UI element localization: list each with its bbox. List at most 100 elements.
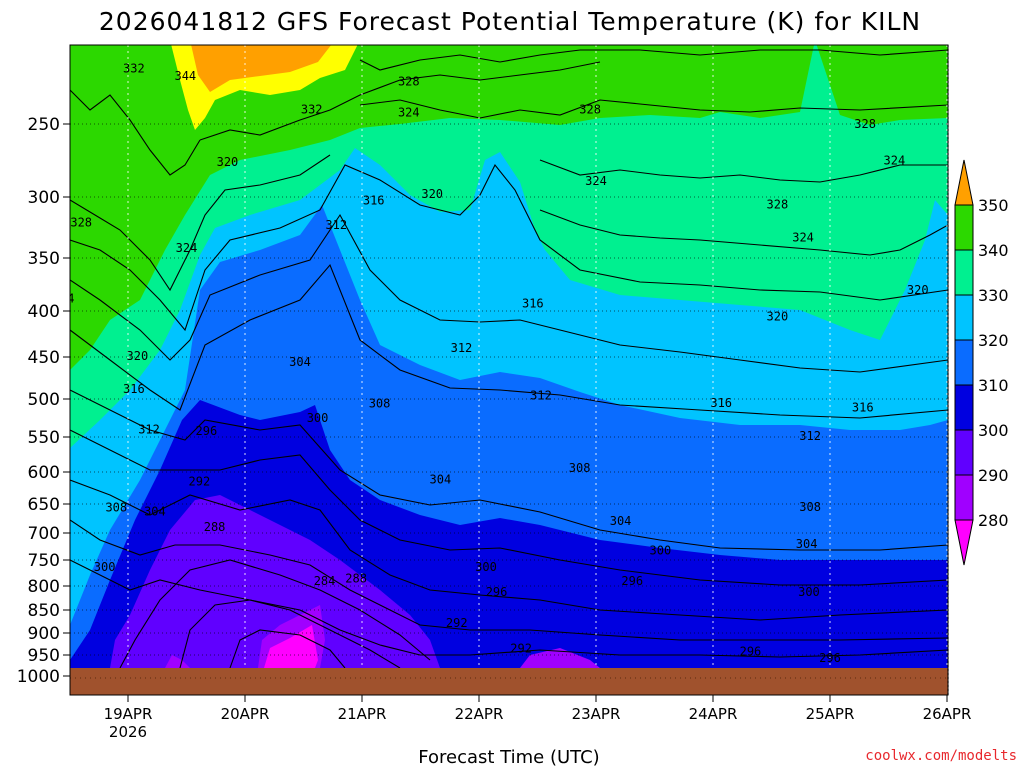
contour-label: 296 (819, 651, 841, 665)
contour-line (359, 49, 948, 71)
contour-line (70, 213, 948, 373)
contour-label: 308 (799, 500, 821, 514)
contour-label: 300 (798, 585, 820, 599)
contour-label: 324 (585, 174, 607, 188)
contour-label: 296 (486, 585, 508, 599)
colorbar-segment (954, 294, 974, 341)
contour-label: 300 (94, 560, 116, 574)
x-tick-label: 21APR (338, 705, 387, 723)
contour-label: 324 (884, 154, 906, 168)
contour-label: 312 (451, 341, 473, 355)
colorbar-segment (954, 384, 974, 431)
contour-labels: 332 344 328 332 324 328 328 320 324 316 320 324 312 3… (53, 62, 929, 665)
contour-line (539, 159, 948, 183)
contour-label: 320 (421, 187, 443, 201)
contour-line (70, 89, 201, 176)
contour-label: 324 (792, 230, 814, 244)
contour-label: 320 (907, 283, 929, 297)
contour-label: 308 (569, 461, 591, 475)
contour-line (70, 389, 948, 551)
contour-label: 328 (579, 102, 601, 116)
y-tick-label: 1000 (17, 667, 60, 687)
y-tick-label: 450 (28, 348, 60, 368)
contour-label: 328 (854, 117, 876, 131)
y-tick-label: 800 (28, 577, 60, 597)
contour-label: 320 (217, 155, 239, 169)
colorbar-tick-label: 300 (978, 421, 1009, 440)
contour-label: 328 (398, 75, 420, 89)
colorbar-segment (954, 339, 974, 386)
y-tick-label: 900 (28, 624, 60, 644)
contour-label: 312 (530, 389, 552, 403)
contour-label: 296 (196, 424, 218, 438)
contour-line (70, 163, 948, 332)
contour-label: 320 (127, 349, 149, 363)
contour-label: 324 (53, 291, 75, 305)
contour-label: 300 (307, 411, 329, 425)
y-tick-label: 600 (28, 463, 60, 483)
grid-lines (70, 45, 948, 668)
colorbar-tick-label: 310 (978, 376, 1009, 395)
contour-label: 308 (105, 500, 127, 514)
contour-label: 304 (610, 514, 632, 528)
colorbar-tick-label: 340 (978, 241, 1009, 260)
surface-terrain (70, 668, 948, 695)
y-tick-label: 300 (28, 188, 60, 208)
contour-label: 304 (289, 355, 311, 369)
y-tick-label: 550 (28, 428, 60, 448)
contour-line (359, 99, 948, 119)
colorbar: 280 290 300 310 320 330 340 350 (954, 159, 1009, 566)
contour-label: 332 (301, 102, 323, 116)
contour-label: 304 (796, 537, 818, 551)
y-tick-label: 950 (28, 646, 60, 666)
x-year-label: 2026 (109, 723, 147, 741)
contour-line (119, 559, 431, 669)
x-axis: 19APR 20APR 21APR 22APR 23APR 24APR 25APR 26APR (104, 695, 971, 723)
contour-label: 316 (852, 400, 874, 414)
credit-text: coolwx.com/modelts (865, 748, 1017, 764)
colorbar-segment (954, 474, 974, 521)
contour-label: 292 (510, 641, 532, 655)
y-tick-label: 500 (28, 390, 60, 410)
contour-label: 304 (144, 505, 166, 519)
contour-label: 332 (123, 62, 145, 76)
contour-label: 292 (189, 475, 211, 489)
contour-label: 288 (345, 572, 367, 586)
colorbar-min-triangle (954, 519, 974, 566)
y-tick-label: 250 (28, 115, 60, 135)
x-tick-label: 19APR (104, 705, 153, 723)
contour-line (539, 209, 948, 256)
y-tick-label: 650 (28, 495, 60, 515)
colorbar-tick-label: 330 (978, 286, 1009, 305)
plot-area: 332 344 328 332 324 328 328 320 324 316 320 324 312 3… (53, 45, 948, 695)
contour-label: 312 (799, 429, 821, 443)
contour-line (199, 61, 601, 141)
contour-label: 316 (363, 194, 385, 208)
colorbar-tick-label: 350 (978, 196, 1009, 215)
y-tick-label: 700 (28, 524, 60, 544)
contour-label: 292 (446, 616, 468, 630)
contour-label: 324 (176, 241, 198, 255)
contour-label: 328 (767, 197, 789, 211)
x-tick-label: 23APR (572, 705, 621, 723)
x-tick-label: 25APR (806, 705, 855, 723)
contour-label: 344 (174, 69, 196, 83)
x-tick-label: 24APR (689, 705, 738, 723)
x-axis-label: Forecast Time (UTC) (418, 747, 599, 768)
colorbar-segment (954, 249, 974, 296)
chart-title: 2026041812 GFS Forecast Potential Temper… (99, 7, 921, 36)
contour-label: 312 (325, 218, 347, 232)
contour-lines (70, 49, 948, 669)
colorbar-max-triangle (954, 159, 974, 206)
contour-line (179, 599, 401, 669)
colorbar-segment (954, 429, 974, 476)
y-tick-label: 400 (28, 302, 60, 322)
colorbar-tick-label: 290 (978, 466, 1009, 485)
y-tick-label: 850 (28, 601, 60, 621)
contour-label: 296 (740, 644, 762, 658)
y-axis: 250 300 350 400 450 500 550 600 650 700 750 800 850 9… (17, 115, 70, 687)
contour-label: 320 (767, 310, 789, 324)
contour-line (70, 559, 948, 658)
contour-label: 304 (430, 473, 452, 487)
